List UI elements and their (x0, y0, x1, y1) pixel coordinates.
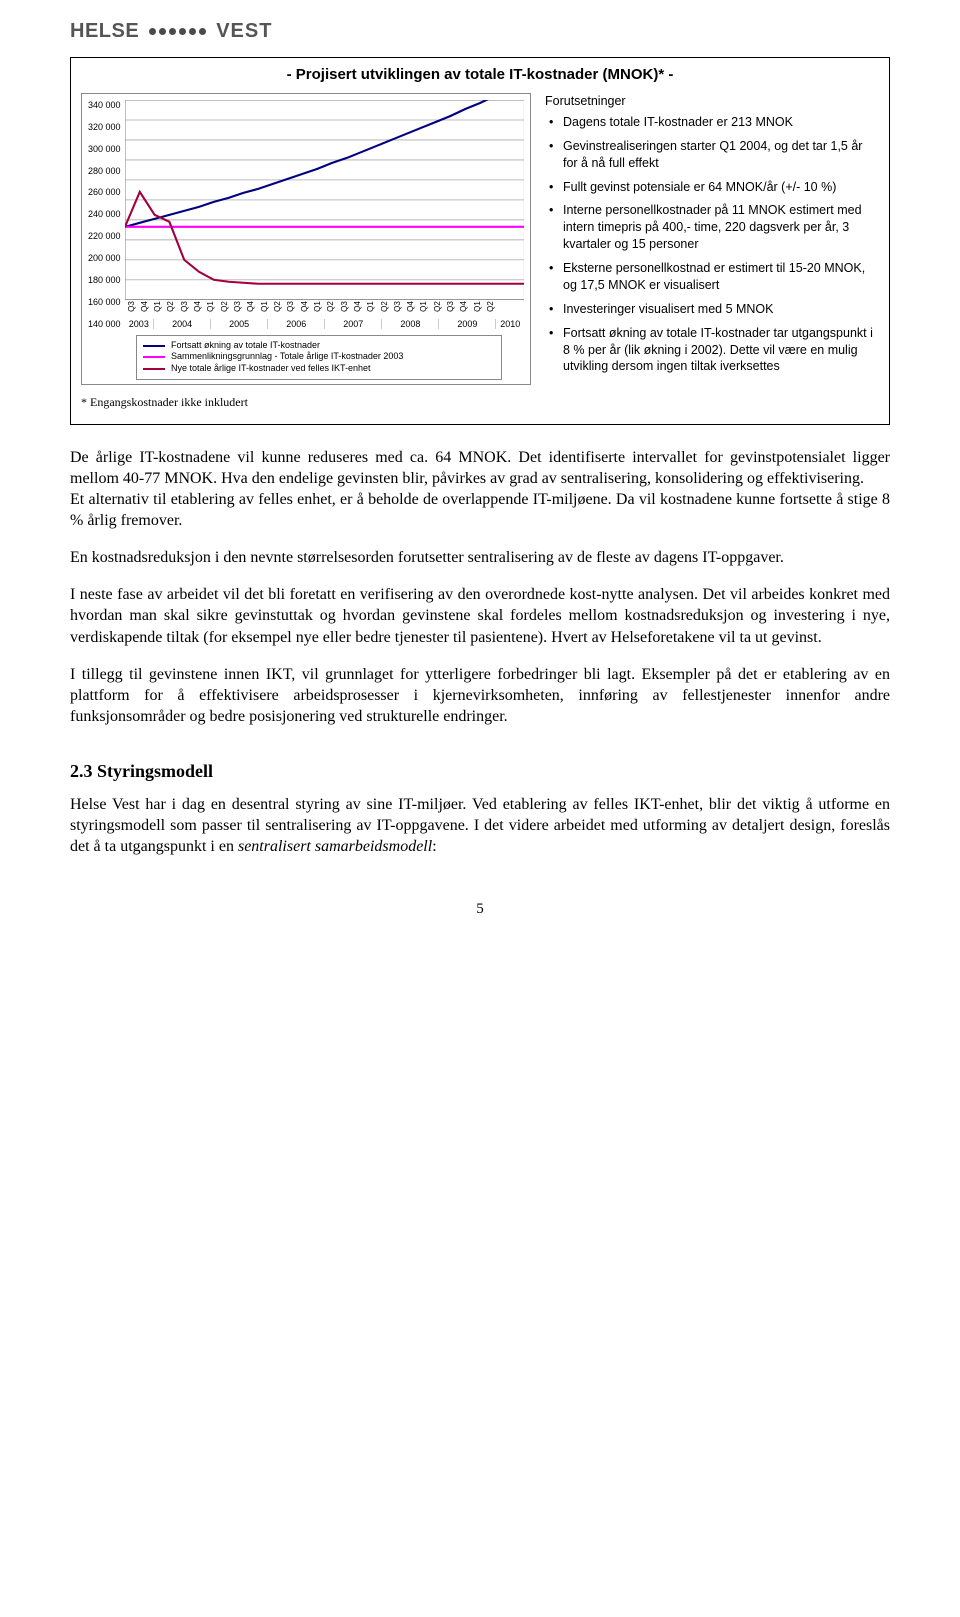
legend-label: Nye totale årlige IT-kostnader ved felle… (171, 363, 371, 375)
assumption-item: Fortsatt økning av totale IT-kostnader t… (549, 325, 879, 376)
paragraph: De årlige IT-kostnadene vil kunne reduse… (70, 447, 890, 489)
x-quarter-label: Q1 (473, 300, 482, 313)
x-year-label: 2005 (210, 319, 267, 329)
y-tick-label: 320 000 (88, 122, 121, 132)
x-quarter-label: Q1 (366, 300, 375, 313)
body-text: De årlige IT-kostnadene vil kunne reduse… (70, 447, 890, 727)
x-quarter-label: Q2 (433, 300, 442, 313)
y-tick-label: 260 000 (88, 187, 121, 197)
line-chart (125, 100, 524, 300)
x-quarter-label: Q2 (326, 300, 335, 313)
chart-legend: Fortsatt økning av totale IT-kostnaderSa… (136, 335, 502, 380)
x-quarter-label: Q3 (393, 300, 402, 313)
assumption-item: Fullt gevinst potensiale er 64 MNOK/år (… (549, 179, 879, 196)
legend-swatch (143, 345, 165, 347)
chart-panel: 140 000 160 000 180 000 200 000 220 000 240 0… (81, 93, 531, 410)
x-quarter-label: Q1 (153, 300, 162, 313)
x-year-label: 2010 (495, 319, 524, 329)
y-tick-label: 340 000 (88, 100, 121, 110)
x-quarter-label: Q1 (260, 300, 269, 313)
x-quarter-label: Q1 (420, 300, 429, 313)
y-tick-label: 160 000 (88, 297, 121, 307)
legend-swatch (143, 368, 165, 370)
x-quarter-label: Q2 (167, 300, 176, 313)
x-quarter-label: Q4 (193, 300, 202, 313)
y-tick-label: 180 000 (88, 275, 121, 285)
y-tick-label: 220 000 (88, 231, 121, 241)
assumptions-list: Dagens totale IT-kostnader er 213 MNOK Ge… (545, 114, 879, 375)
x-quarter-label: Q3 (180, 300, 189, 313)
paragraph: I neste fase av arbeidet vil det bli for… (70, 584, 890, 647)
section-heading: 2.3 Styringsmodell (70, 761, 890, 782)
legend-item: Nye totale årlige IT-kostnader ved felle… (143, 363, 495, 375)
chart-title: - Projisert utviklingen av totale IT-kos… (81, 66, 879, 83)
y-tick-label: 140 000 (88, 319, 121, 329)
chart-series-line (125, 100, 524, 227)
y-tick-label: 280 000 (88, 166, 121, 176)
x-axis-years: 20032004200520062007200820092010 (125, 319, 524, 329)
legend-item: Sammenlikningsgrunnlag - Totale årlige I… (143, 351, 495, 363)
x-year-label: 2003 (125, 319, 154, 329)
brand-logo: HELSE VEST (70, 20, 890, 43)
x-axis-quarters: Q3 Q4 Q1 Q2 Q3 Q4 Q1 Q2 Q3 Q4 Q1 Q2 Q3 Q4 Q1 Q2 Q3 Q4 Q1 Q2… (125, 302, 524, 311)
x-quarter-label: Q2 (486, 300, 495, 313)
y-tick-label: 240 000 (88, 209, 121, 219)
x-year-label: 2008 (381, 319, 438, 329)
body-text: Helse Vest har i dag en desentral styrin… (70, 794, 890, 857)
x-quarter-label: Q3 (127, 300, 136, 313)
x-quarter-label: Q3 (286, 300, 295, 313)
x-year-label: 2004 (153, 319, 210, 329)
assumption-item: Gevinstrealiseringen starter Q1 2004, og… (549, 138, 879, 172)
x-year-label: 2009 (438, 319, 495, 329)
y-tick-label: 200 000 (88, 253, 121, 263)
x-quarter-label: Q2 (273, 300, 282, 313)
x-quarter-label: Q3 (446, 300, 455, 313)
x-quarter-label: Q4 (406, 300, 415, 313)
x-quarter-label: Q4 (140, 300, 149, 313)
chart-footnote: * Engangskostnader ikke inkludert (81, 395, 531, 410)
x-quarter-label: Q4 (353, 300, 362, 313)
x-quarter-label: Q2 (380, 300, 389, 313)
assumption-item: Dagens totale IT-kostnader er 213 MNOK (549, 114, 879, 131)
paragraph: Et alternativ til etablering av felles e… (70, 489, 890, 531)
x-quarter-label: Q3 (340, 300, 349, 313)
section-number: 2.3 (70, 761, 93, 781)
assumptions-heading: Forutsetninger (545, 93, 879, 110)
logo-text-vest: VEST (216, 20, 272, 43)
assumption-item: Investeringer visualisert med 5 MNOK (549, 301, 879, 318)
legend-swatch (143, 356, 165, 358)
paragraph: En kostnadsreduksjon i den nevnte større… (70, 547, 890, 568)
chart-series-line (125, 192, 524, 284)
x-quarter-label: Q4 (300, 300, 309, 313)
legend-label: Sammenlikningsgrunnlag - Totale årlige I… (171, 351, 403, 363)
paragraph: I tillegg til gevinstene innen IKT, vil … (70, 664, 890, 727)
x-quarter-label: Q4 (247, 300, 256, 313)
logo-text-helse: HELSE (70, 20, 139, 43)
assumptions-panel: Forutsetninger Dagens totale IT-kostnade… (545, 93, 879, 382)
assumption-item: Eksterne personellkostnad er estimert ti… (549, 260, 879, 294)
x-quarter-label: Q3 (233, 300, 242, 313)
section-title: Styringsmodell (97, 761, 213, 781)
x-quarter-label: Q4 (460, 300, 469, 313)
paragraph: Helse Vest har i dag en desentral styrin… (70, 794, 890, 857)
logo-dots-icon (149, 28, 206, 35)
x-year-label: 2007 (324, 319, 381, 329)
y-tick-label: 300 000 (88, 144, 121, 154)
page-number: 5 (70, 901, 890, 918)
x-quarter-label: Q2 (220, 300, 229, 313)
legend-label: Fortsatt økning av totale IT-kostnader (171, 340, 320, 352)
x-quarter-label: Q1 (313, 300, 322, 313)
y-axis: 140 000 160 000 180 000 200 000 220 000 240 0… (88, 100, 125, 329)
assumption-item: Interne personellkostnader på 11 MNOK es… (549, 202, 879, 253)
x-year-label: 2006 (267, 319, 324, 329)
legend-item: Fortsatt økning av totale IT-kostnader (143, 340, 495, 352)
figure-frame: - Projisert utviklingen av totale IT-kos… (70, 57, 890, 425)
x-quarter-label: Q1 (207, 300, 216, 313)
